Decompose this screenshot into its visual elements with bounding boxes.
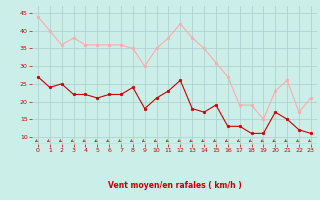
Text: Vent moyen/en rafales ( km/h ): Vent moyen/en rafales ( km/h ) bbox=[108, 181, 241, 190]
